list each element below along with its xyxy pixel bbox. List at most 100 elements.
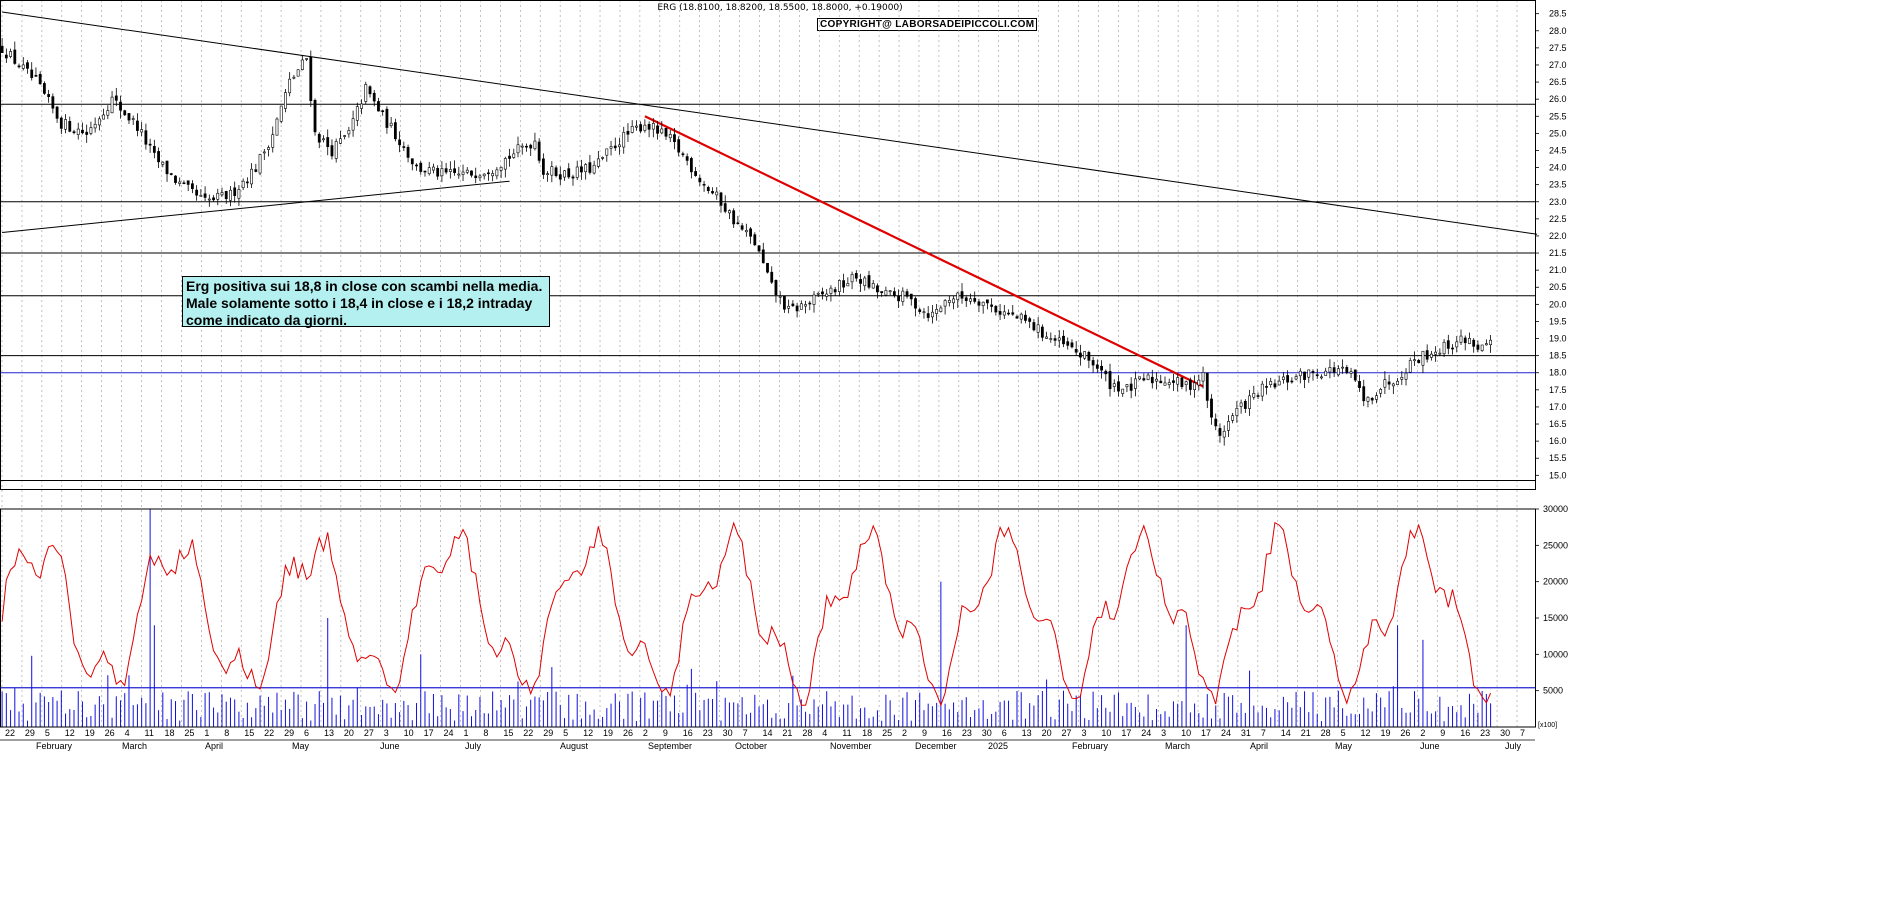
candle-body: [448, 169, 452, 172]
x-tick-label: 20: [1042, 728, 1052, 738]
x-tick-label: 29: [543, 728, 553, 738]
candle-body: [685, 156, 689, 161]
x-tick-label: 22: [523, 728, 533, 738]
candle-body: [909, 293, 913, 300]
candle-body: [1345, 367, 1349, 373]
candle-body: [673, 134, 676, 143]
candle-body: [592, 164, 596, 174]
candle-body: [1108, 371, 1112, 390]
candle-body: [804, 304, 807, 307]
x-tick-label: 17: [424, 728, 434, 738]
candle-body: [1332, 367, 1336, 373]
x-tick-label: 16: [942, 728, 952, 738]
candle-body: [334, 141, 338, 159]
x-tick-label: 1: [204, 728, 209, 738]
candle-body: [985, 299, 989, 304]
candle-body: [668, 134, 672, 139]
candle-body: [182, 182, 186, 185]
candle-body: [110, 96, 114, 114]
vol-tick-label: 30000: [1543, 504, 1568, 514]
candle-body: [969, 298, 972, 302]
y-tick-label: 23.5: [1549, 180, 1567, 190]
candle-body: [537, 141, 541, 161]
candle-body: [1425, 350, 1429, 360]
x-tick-label: 27: [1062, 728, 1072, 738]
candle-body: [1387, 381, 1391, 385]
candle-body: [178, 181, 182, 184]
candle-body: [1290, 380, 1294, 383]
x-tick-label: 16: [1460, 728, 1470, 738]
candle-body: [258, 154, 262, 174]
candle-body: [1235, 408, 1239, 416]
note-line-3: come indicato da giorni.: [186, 312, 348, 328]
candle-body: [926, 313, 930, 318]
candle-body: [1121, 388, 1125, 394]
candle-body: [440, 168, 444, 177]
candle-body: [1455, 341, 1459, 348]
x-tick-label: 21: [782, 728, 792, 738]
candle-body: [757, 245, 761, 252]
x-tick-label: 16: [683, 728, 693, 738]
candle-body: [1155, 378, 1158, 382]
candle-body: [474, 175, 478, 179]
candle-body: [571, 176, 575, 179]
month-label: April: [205, 741, 223, 751]
x-tick-label: 17: [1121, 728, 1131, 738]
x-tick-label: 13: [324, 728, 334, 738]
candle-body: [288, 78, 292, 94]
candle-body: [1442, 341, 1446, 355]
y-tick-label: 16.0: [1549, 436, 1567, 446]
candle-body: [1172, 380, 1175, 383]
candle-body: [161, 161, 165, 165]
candle-body: [1167, 382, 1171, 385]
candle-body: [719, 192, 723, 206]
x-tick-label: 4: [822, 728, 827, 738]
candle-body: [1366, 396, 1370, 402]
candle-body: [1057, 337, 1061, 341]
candle-body: [1227, 421, 1230, 431]
candle-body: [85, 131, 89, 135]
candle-body: [470, 170, 473, 176]
candle-body: [664, 127, 668, 137]
x-tick-label: 18: [862, 728, 872, 738]
vol-tick-label: 15000: [1543, 613, 1568, 623]
x-tick-label: 5: [1341, 728, 1346, 738]
analysis-note: Erg positiva sui 18,8 in close con scamb…: [182, 276, 550, 328]
candle-body: [305, 58, 308, 60]
candle-body: [639, 124, 643, 132]
candle-body: [174, 175, 177, 183]
month-label: February: [1072, 741, 1109, 751]
candle-body: [410, 158, 414, 165]
month-label: March: [122, 741, 147, 751]
candle-body: [1265, 386, 1268, 388]
candle-body: [254, 169, 258, 172]
candle-body: [1451, 347, 1454, 350]
x-tick-label: 19: [1380, 728, 1390, 738]
candle-body: [427, 167, 431, 174]
candle-body: [876, 285, 879, 293]
candle-body: [1434, 351, 1438, 355]
candle-body: [761, 249, 765, 264]
candle-body: [1421, 350, 1425, 366]
candle-body: [351, 118, 355, 131]
candle-body: [533, 140, 537, 150]
x-tick-label: 23: [962, 728, 972, 738]
candle-body: [698, 177, 702, 183]
candle-body: [199, 195, 203, 197]
candle-body: [1408, 360, 1412, 373]
candle-body: [681, 153, 685, 156]
candle-body: [1210, 398, 1213, 418]
month-label: July: [1505, 741, 1522, 751]
candle-body: [1040, 326, 1044, 338]
candle-body: [1117, 381, 1120, 392]
candle-body: [144, 130, 148, 145]
candle-body: [224, 191, 228, 200]
candle-body: [0, 45, 4, 54]
candle-body: [567, 168, 571, 178]
candle-body: [859, 279, 862, 284]
y-tick-label: 20.0: [1549, 299, 1567, 309]
candle-body: [635, 125, 638, 128]
candle-body: [584, 164, 588, 173]
month-label: December: [915, 741, 957, 751]
y-tick-label: 20.5: [1549, 282, 1567, 292]
